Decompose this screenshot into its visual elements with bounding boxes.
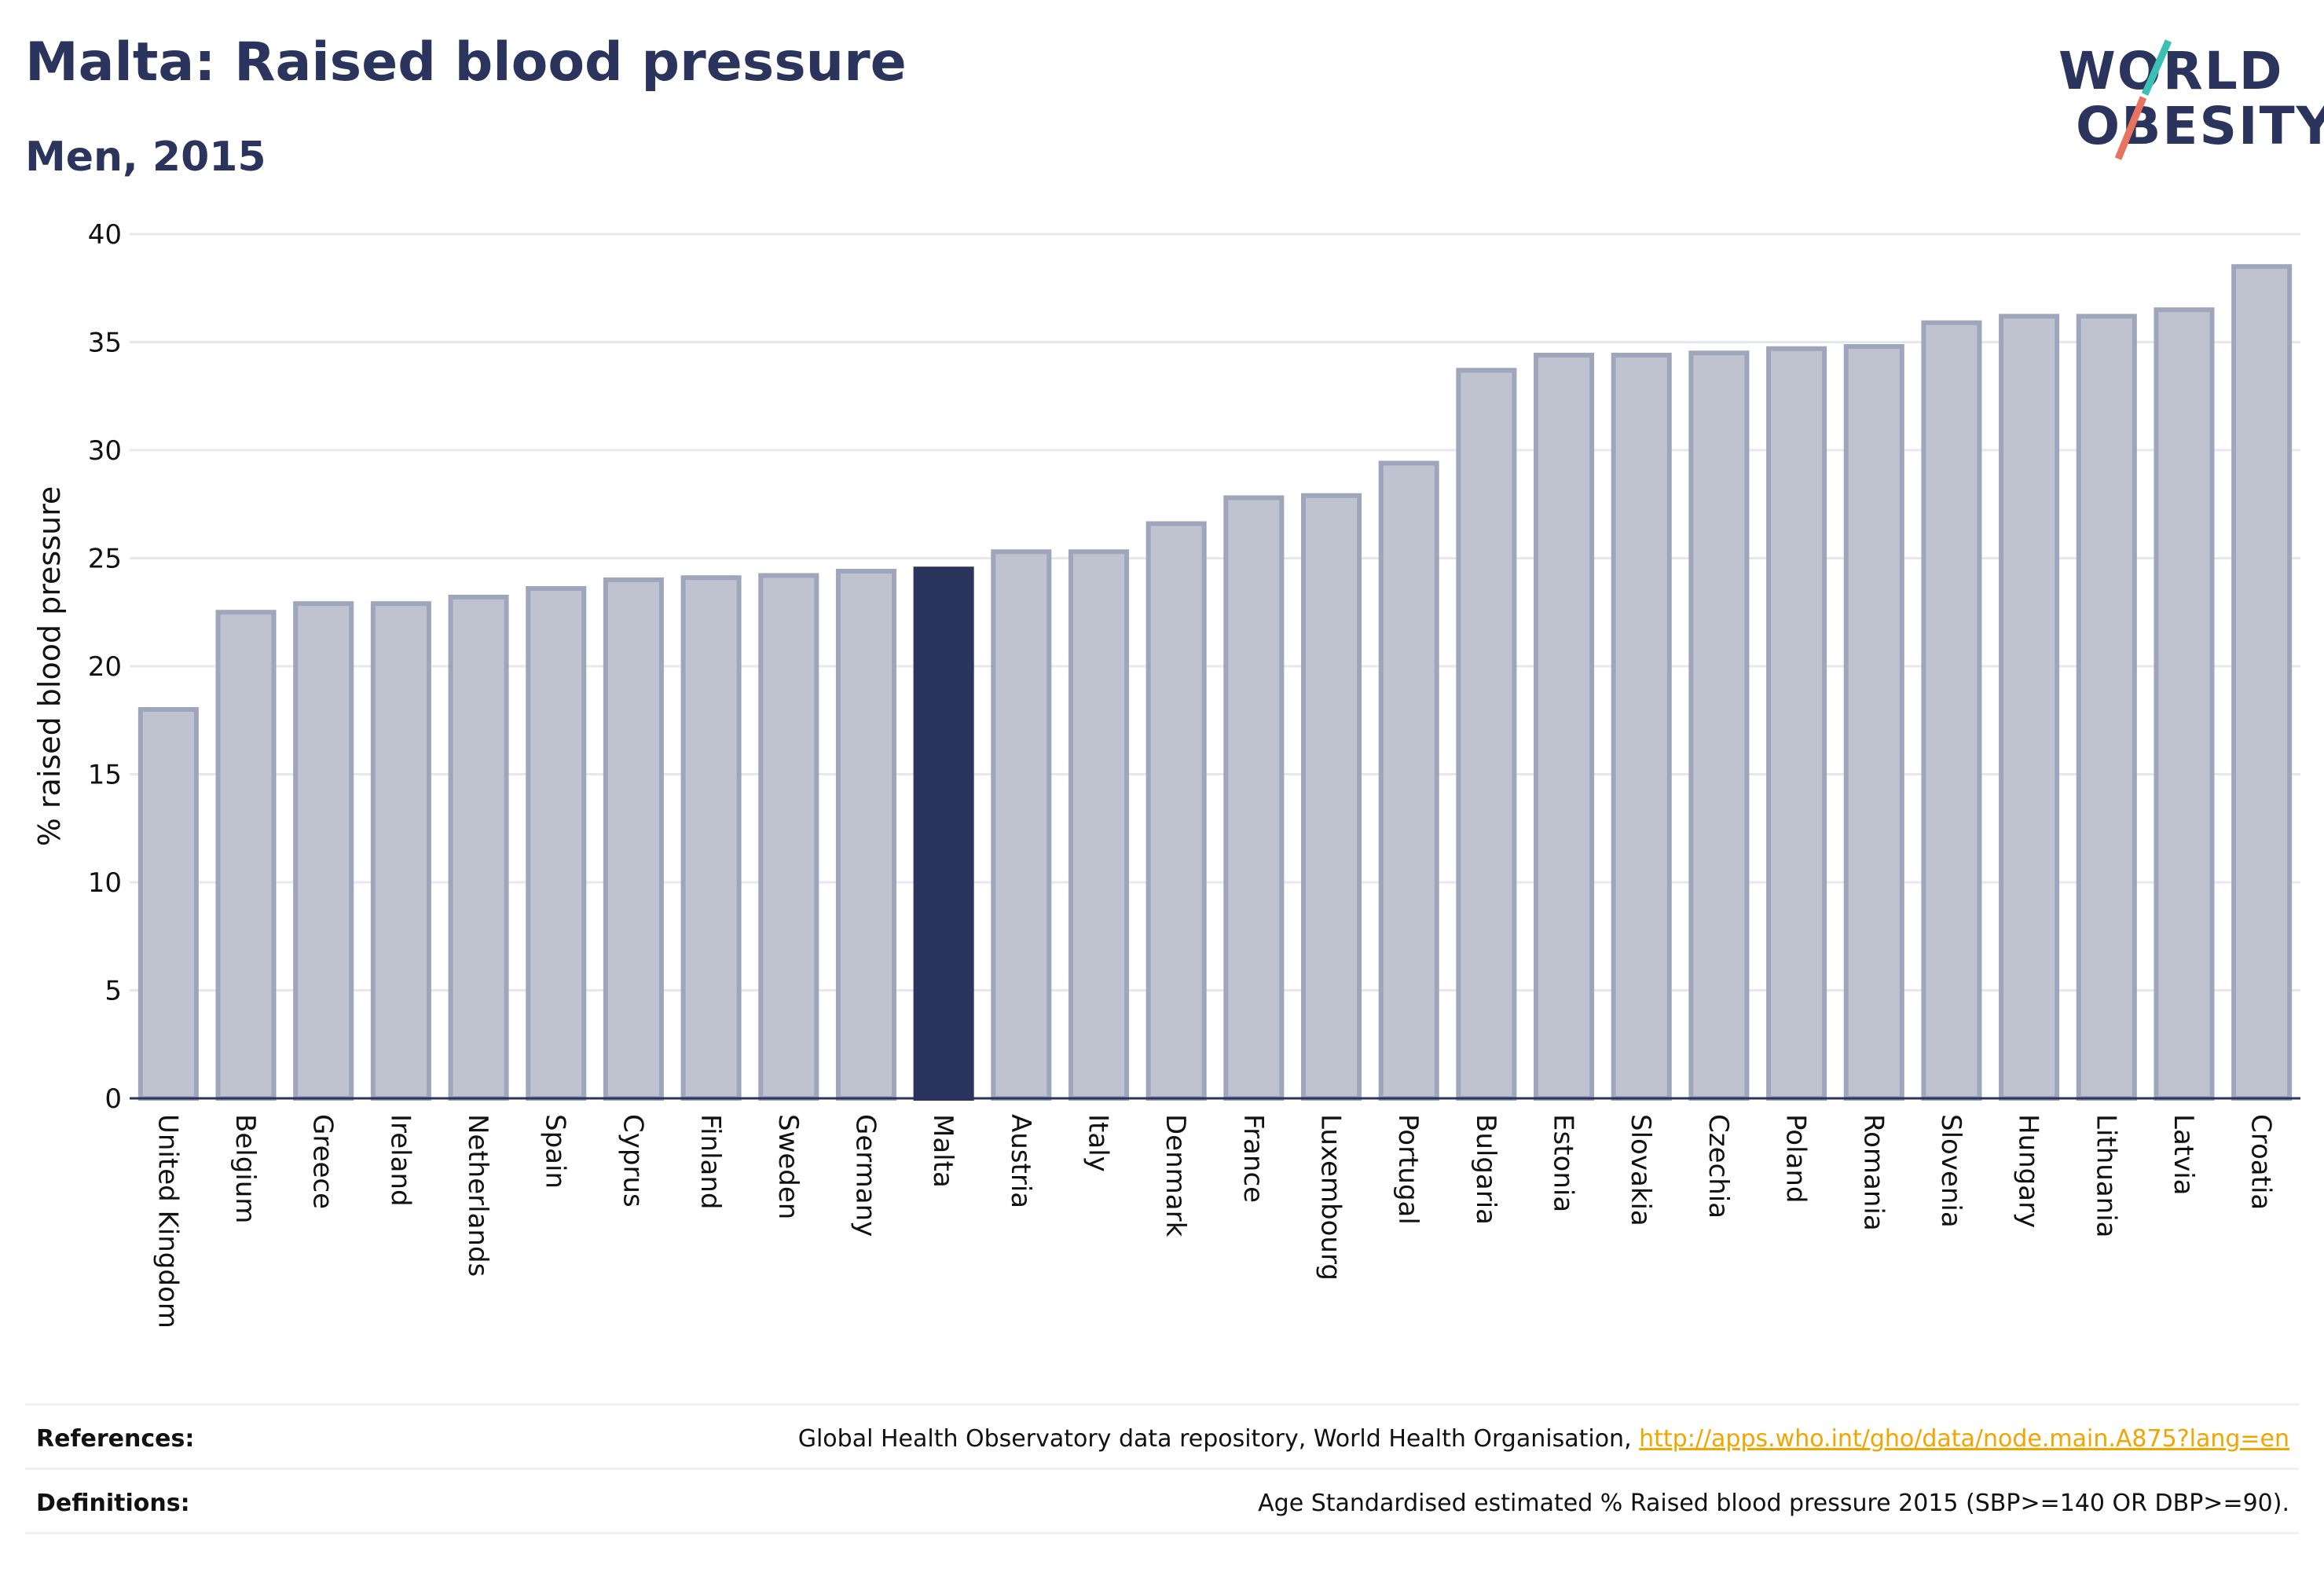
chart-subtitle: Men, 2015 bbox=[25, 134, 266, 181]
bar-chart: 0 5 10 15 20 25 30 35 40 United Kingdom Belgium Gre… bbox=[32, 219, 2300, 1329]
x-tick-label: Spain bbox=[540, 1114, 571, 1189]
x-tick-label: Ireland bbox=[384, 1114, 416, 1207]
y-tick-label: 0 bbox=[104, 1083, 122, 1115]
x-tick-label: Belgium bbox=[229, 1114, 261, 1223]
references-link[interactable]: http://apps.who.int/gho/data/node.main.A… bbox=[1639, 1425, 2289, 1453]
bar-sweden bbox=[758, 573, 819, 1101]
bar-poland bbox=[1766, 346, 1827, 1101]
y-tick-label: 40 bbox=[88, 219, 122, 251]
x-tick-label: Czechia bbox=[1703, 1114, 1734, 1219]
bar-ireland bbox=[370, 601, 431, 1101]
x-tick-label: Malta bbox=[927, 1114, 959, 1188]
x-tick-label: Sweden bbox=[772, 1114, 804, 1219]
x-tick-label: France bbox=[1237, 1114, 1269, 1203]
definitions-label: Definitions: bbox=[36, 1490, 190, 1517]
y-tick-label: 30 bbox=[88, 435, 122, 467]
y-tick-label: 10 bbox=[88, 867, 122, 899]
x-tick-label: Slovenia bbox=[1935, 1114, 1967, 1228]
logo-slash-icon bbox=[2114, 39, 2172, 160]
x-tick-label: Latvia bbox=[2168, 1114, 2199, 1196]
references-label: References: bbox=[36, 1425, 195, 1453]
x-tick-label: Finland bbox=[695, 1114, 726, 1210]
bar-italy bbox=[1068, 549, 1130, 1101]
x-tick-label: Cyprus bbox=[617, 1114, 648, 1208]
bar-latvia bbox=[2154, 307, 2215, 1101]
bar-portugal bbox=[1378, 460, 1439, 1101]
x-tick-label: Germany bbox=[849, 1114, 881, 1237]
x-tick-label: Croatia bbox=[2245, 1114, 2277, 1210]
x-tick-label: Portugal bbox=[1392, 1114, 1424, 1225]
y-tick-label: 25 bbox=[88, 544, 122, 575]
footer-divider-middle bbox=[25, 1468, 2299, 1470]
bar-france bbox=[1223, 495, 1285, 1101]
y-tick-label: 15 bbox=[88, 760, 122, 791]
bar-lithuania bbox=[2076, 313, 2137, 1101]
bar-germany bbox=[835, 569, 896, 1101]
x-tick-label: Denmark bbox=[1160, 1114, 1191, 1237]
bar-netherlands bbox=[448, 595, 509, 1101]
bar-united-kingdom bbox=[137, 707, 199, 1101]
bar-hungary bbox=[1999, 313, 2060, 1101]
bar-bulgaria bbox=[1456, 368, 1517, 1101]
logo-slash-teal bbox=[2141, 39, 2172, 96]
logo-line-2: OBESITY bbox=[2076, 96, 2324, 156]
bar-croatia bbox=[2231, 264, 2293, 1101]
bar-denmark bbox=[1146, 521, 1207, 1101]
x-tick-label: Italy bbox=[1082, 1114, 1113, 1172]
footer-divider-top bbox=[25, 1403, 2299, 1406]
chart-title: Malta: Raised blood pressure bbox=[25, 31, 907, 93]
world-obesity-logo: WORLD OBESITY bbox=[2043, 31, 2324, 173]
x-tick-label: Austria bbox=[1005, 1114, 1036, 1208]
bar-slovenia bbox=[1921, 320, 1982, 1101]
x-tick-label: Lithuania bbox=[2090, 1114, 2121, 1237]
x-tick-label: Poland bbox=[1780, 1114, 1812, 1204]
references-source: Global Health Observatory data repositor… bbox=[797, 1425, 1640, 1453]
logo-slash-coral bbox=[2114, 96, 2147, 160]
bar-romania bbox=[1843, 344, 1904, 1101]
y-axis-label: % raised blood pressure bbox=[32, 486, 67, 847]
bar-greece bbox=[293, 601, 354, 1101]
bar-belgium bbox=[215, 610, 277, 1101]
bar-slovakia bbox=[1611, 353, 1672, 1101]
bar-estonia bbox=[1534, 353, 1595, 1101]
references-text: Global Health Observatory data repositor… bbox=[798, 1425, 2289, 1453]
x-tick-label: Romania bbox=[1857, 1114, 1889, 1231]
bar-austria bbox=[991, 549, 1052, 1101]
bar-malta bbox=[913, 566, 974, 1101]
x-tick-label: Hungary bbox=[2013, 1114, 2044, 1228]
x-tick-label: Slovakia bbox=[1625, 1114, 1656, 1226]
x-tick-label: Luxembourg bbox=[1315, 1114, 1347, 1281]
definitions-text: Age Standardised estimated % Raised bloo… bbox=[1258, 1490, 2289, 1517]
bar-finland bbox=[680, 575, 742, 1101]
x-tick-label: Estonia bbox=[1548, 1114, 1579, 1212]
x-tick-label: Greece bbox=[307, 1114, 339, 1209]
bar-cyprus bbox=[603, 577, 664, 1101]
y-tick-label: 5 bbox=[104, 976, 122, 1007]
bar-spain bbox=[526, 586, 587, 1101]
logo-line-1: WORLD bbox=[2058, 41, 2284, 101]
x-tick-label: Bulgaria bbox=[1470, 1114, 1501, 1225]
bar-luxembourg bbox=[1300, 493, 1362, 1101]
y-tick-label: 35 bbox=[88, 328, 122, 359]
footer-divider-bottom bbox=[25, 1532, 2299, 1534]
bar-czechia bbox=[1688, 350, 1750, 1101]
x-tick-label: United Kingdom bbox=[152, 1114, 183, 1329]
y-tick-label: 20 bbox=[88, 651, 122, 683]
x-tick-label: Netherlands bbox=[462, 1114, 493, 1277]
